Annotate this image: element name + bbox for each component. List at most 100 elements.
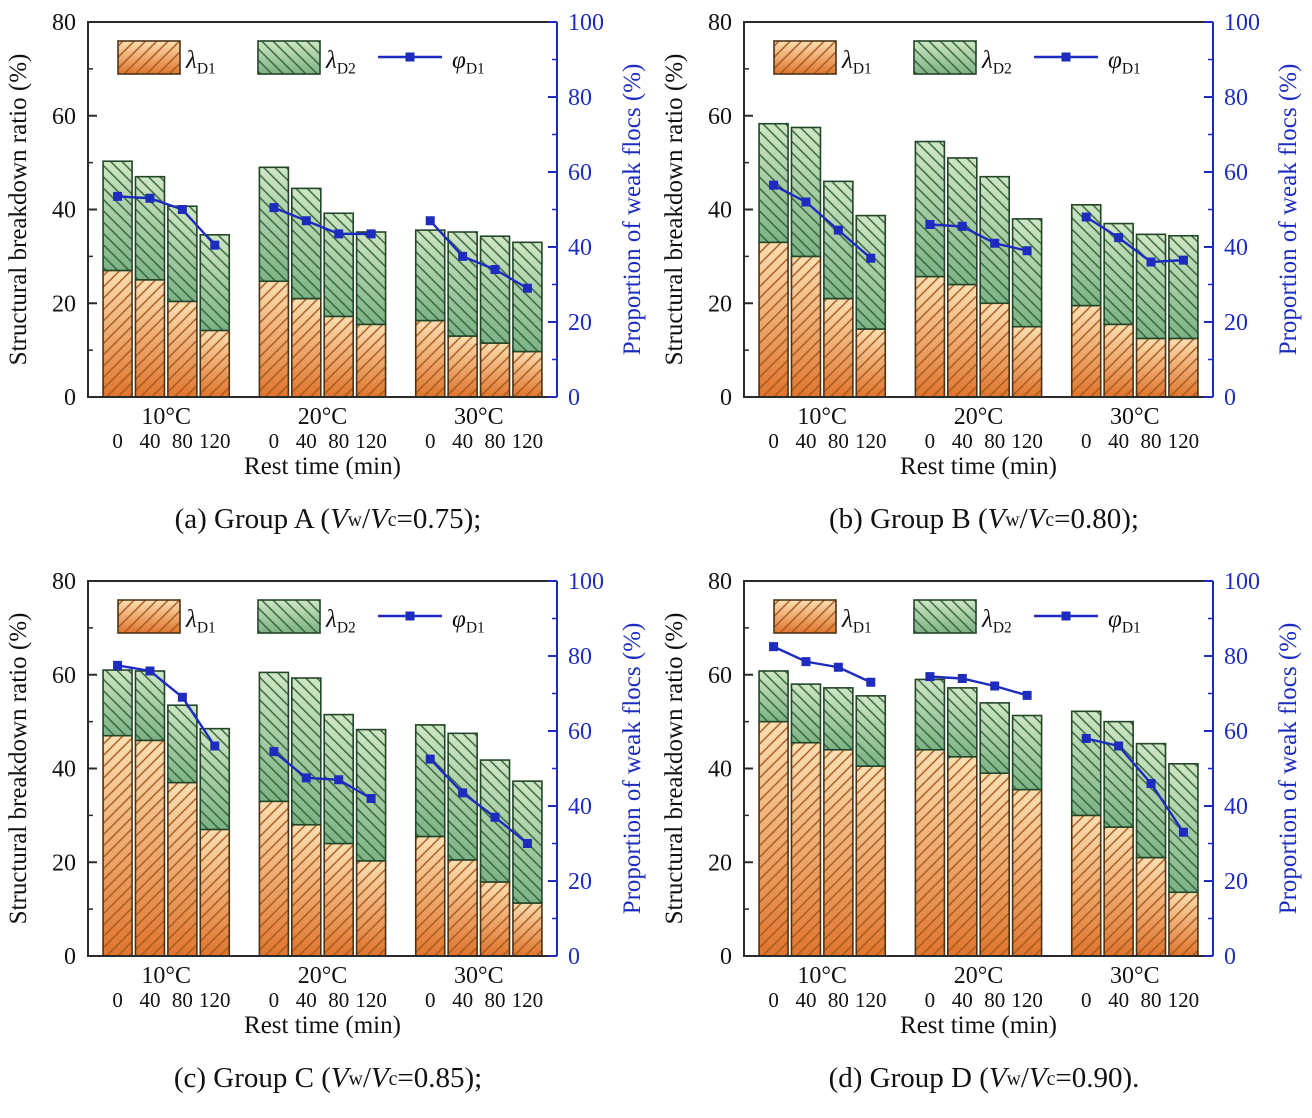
temp-label: 20°C [954,404,1004,430]
left-axis-tick-label: 80 [52,569,76,595]
bar-green-border [1135,233,1167,340]
bar-green-hatch [856,215,886,330]
phi-d1-marker [522,839,532,848]
left-axis-tick-label: 40 [52,198,76,224]
rest-time-tick-label: 40 [139,429,160,453]
left-axis-tick-label: 40 [52,757,76,783]
bar-green-border [199,234,231,332]
rest-time-tick-label: 120 [512,988,544,1012]
panel-d: 0 20 40 60 80 0 20 40 60 80 100 10°C 20°C 30°C 0 40 80 12… [656,559,1312,1118]
caption-segment: =0.80); [1054,503,1139,535]
bar-green-border [1011,218,1043,328]
bar-green-hatch [914,41,976,74]
rest-time-tick-label: 0 [112,988,123,1012]
bar-orange-hatch [324,843,354,956]
right-axis-tick-label: 0 [568,385,580,411]
left-axis-tick-label: 60 [52,663,76,689]
bar-green-hatch [415,230,445,321]
phi-d1-marker [833,662,843,672]
phi-d1-line [769,642,1188,837]
bar-orange-hatch [200,330,230,397]
bar-orange-hatch [947,284,977,397]
legend: λD1 λD2 φD1 [773,40,1141,78]
phi-d1-marker [1178,827,1188,837]
bar-orange-hatch [823,749,853,956]
bar-orange-hatch [1071,815,1101,956]
bar-orange-hatch [480,881,510,956]
rest-time-tick-label: 120 [1011,988,1043,1012]
phi-d1-marker [769,180,779,190]
rest-time-tick-label: 120 [355,988,387,1012]
bar-orange-hatch [356,860,386,956]
bar-orange-hatch [356,324,386,397]
bar-green-hatch [135,176,165,280]
rest-time-tick-label: 80 [984,988,1005,1012]
bar-green-border [257,40,321,75]
bar-green-hatch [200,234,230,331]
bar-green-border [414,229,446,322]
bar-orange-hatch [1104,827,1134,956]
rest-time-tick-label: 80 [172,988,193,1012]
bar-green-border [102,669,133,737]
phi-d1-marker [458,251,468,261]
rest-time-tick-label: 80 [328,988,349,1012]
temp-label: 30°C [1110,404,1160,430]
bar-green-border [1168,763,1199,894]
caption-segment: V [370,1062,389,1094]
phi-d1-marker [801,657,811,667]
phi-d1-marker [1081,734,1091,743]
bar-orange-hatch [118,600,180,633]
bar-green-hatch [103,161,133,271]
bar-green-hatch [135,671,165,741]
right-axis-tick-label: 40 [1224,794,1248,820]
bar-orange-hatch [135,279,165,397]
phi-d1-marker [957,674,967,683]
phi-d1-marker [769,642,779,652]
temp-label: 10°C [141,963,191,989]
rest-time-tick-label: 120 [355,429,387,453]
chart-d: 0 20 40 60 80 0 20 40 60 80 100 10°C 20°C 30°C 0 40 80 12… [656,559,1312,1039]
panel-b: 0 20 40 60 80 0 20 40 60 80 100 10°C 20°C 30°C 0 40 80 12… [656,0,1312,559]
legend-label-phi-d1: φD1 [452,606,485,637]
phi-d1-marker [866,677,876,687]
phi-d1-marker [490,812,500,822]
left-axis-tick-label: 40 [708,198,732,224]
bar-orange-hatch [1168,892,1198,956]
bar-orange-hatch [791,256,821,397]
phi-d1-marker [366,229,376,239]
phi-d1-marker [1022,690,1032,700]
bar-green-border [167,704,198,784]
bar-orange-hatch [1012,326,1042,397]
bar-green-border [855,695,887,767]
phi-d1-marker [833,225,843,235]
bar-green-border [479,759,511,883]
phi-d1-line [113,660,532,848]
bar-green-hatch [103,670,133,736]
legend-label-lambda-d2: λD2 [981,47,1012,78]
bar-orange-hatch [915,749,945,956]
rest-time-tick-label: 80 [485,988,506,1012]
bar-orange-hatch [1136,338,1166,397]
bar-green-border [790,683,822,744]
bar-orange-hatch [415,320,445,397]
phi-d1-marker [269,203,279,213]
rest-time-tick-label: 0 [425,429,436,453]
right-axis-tick-label: 60 [568,719,592,745]
caption-segment: / [362,1062,371,1094]
bar-green-hatch [791,684,821,743]
bar-green-hatch [915,141,945,277]
bar-green-hatch [448,232,478,337]
bar-green-border [257,599,321,634]
bar-green-border [1103,222,1134,326]
rest-time-tick-label: 40 [1108,429,1129,453]
phi-d1-marker [113,191,123,201]
phi-d1-marker [990,681,1000,691]
right-axis-title: Proportion of weak flocs (%) [1275,623,1302,915]
bar-orange-hatch [759,242,789,397]
bar-green-border [512,241,543,353]
right-axis-tick-label: 0 [1224,944,1236,970]
left-axis-title: Structural breakdown ratio (%) [661,613,688,925]
bar-orange-hatch [118,41,180,74]
